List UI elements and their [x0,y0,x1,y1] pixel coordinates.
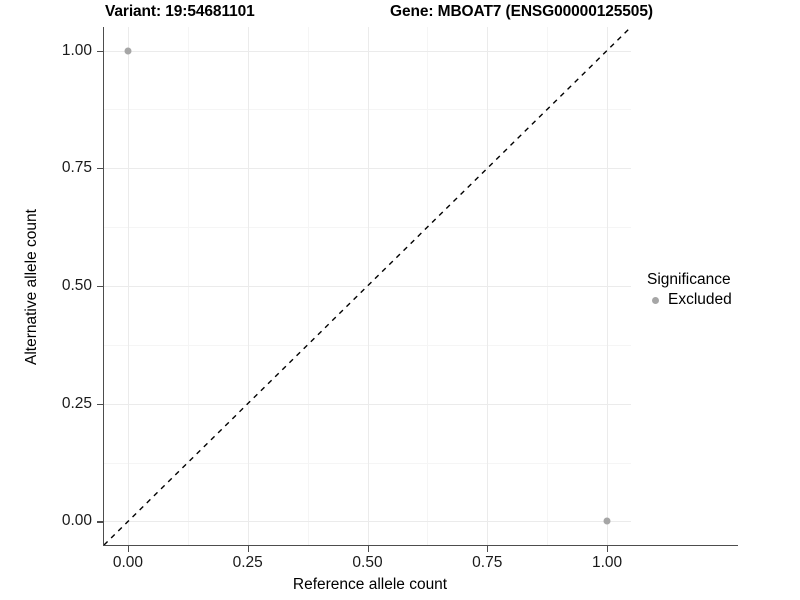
legend-items: Excluded [647,291,732,309]
y-axis-tick [97,286,103,288]
x-axis-tick-label: 0.00 [112,554,144,571]
x-axis-tick [607,546,609,552]
y-axis-line [103,27,105,546]
y-axis-tick-label: 1.00 [61,41,92,59]
x-axis-tick-label: 0.25 [232,554,263,571]
gridline [127,27,129,545]
x-axis-tick [367,546,369,552]
x-axis-tick [247,546,249,552]
legend-key [647,292,663,308]
y-axis-tick [97,403,103,405]
gridline [607,27,609,545]
legend-item: Excluded [647,291,732,309]
x-axis-tick-label: 0.50 [352,554,383,571]
x-axis-line [103,544,738,546]
plot-panel [104,27,631,545]
chart-title-gene: Gene: MBOAT7 (ENSG00000125505) [390,3,653,20]
legend-dot-icon [651,296,659,304]
chart-title-variant: Variant: 19:54681101 [105,3,255,20]
gridline [367,27,369,545]
x-axis-label: Reference allele count [292,576,448,593]
x-axis-tick-label: 0.75 [472,554,503,571]
data-point [603,517,611,525]
legend-title: Significance [647,271,731,288]
x-axis-tick [127,546,130,552]
gridline [487,27,489,545]
y-axis-tick [97,168,103,170]
y-axis-tick [97,521,103,523]
y-axis-tick [97,50,103,52]
y-axis-label: Alternative allele count [23,209,40,365]
x-axis-tick [487,546,489,552]
y-axis-tick-label: 0.50 [61,277,92,294]
y-axis-tick-label: 0.75 [61,159,92,177]
legend-item-label: Excluded [668,291,732,308]
x-axis-tick-label: 1.00 [591,554,623,571]
gridline [247,27,249,545]
data-point [124,47,132,55]
y-axis-tick-label: 0.25 [61,394,92,412]
legend: Significance Excluded [647,270,732,309]
y-axis-tick-label: 0.00 [61,512,92,530]
